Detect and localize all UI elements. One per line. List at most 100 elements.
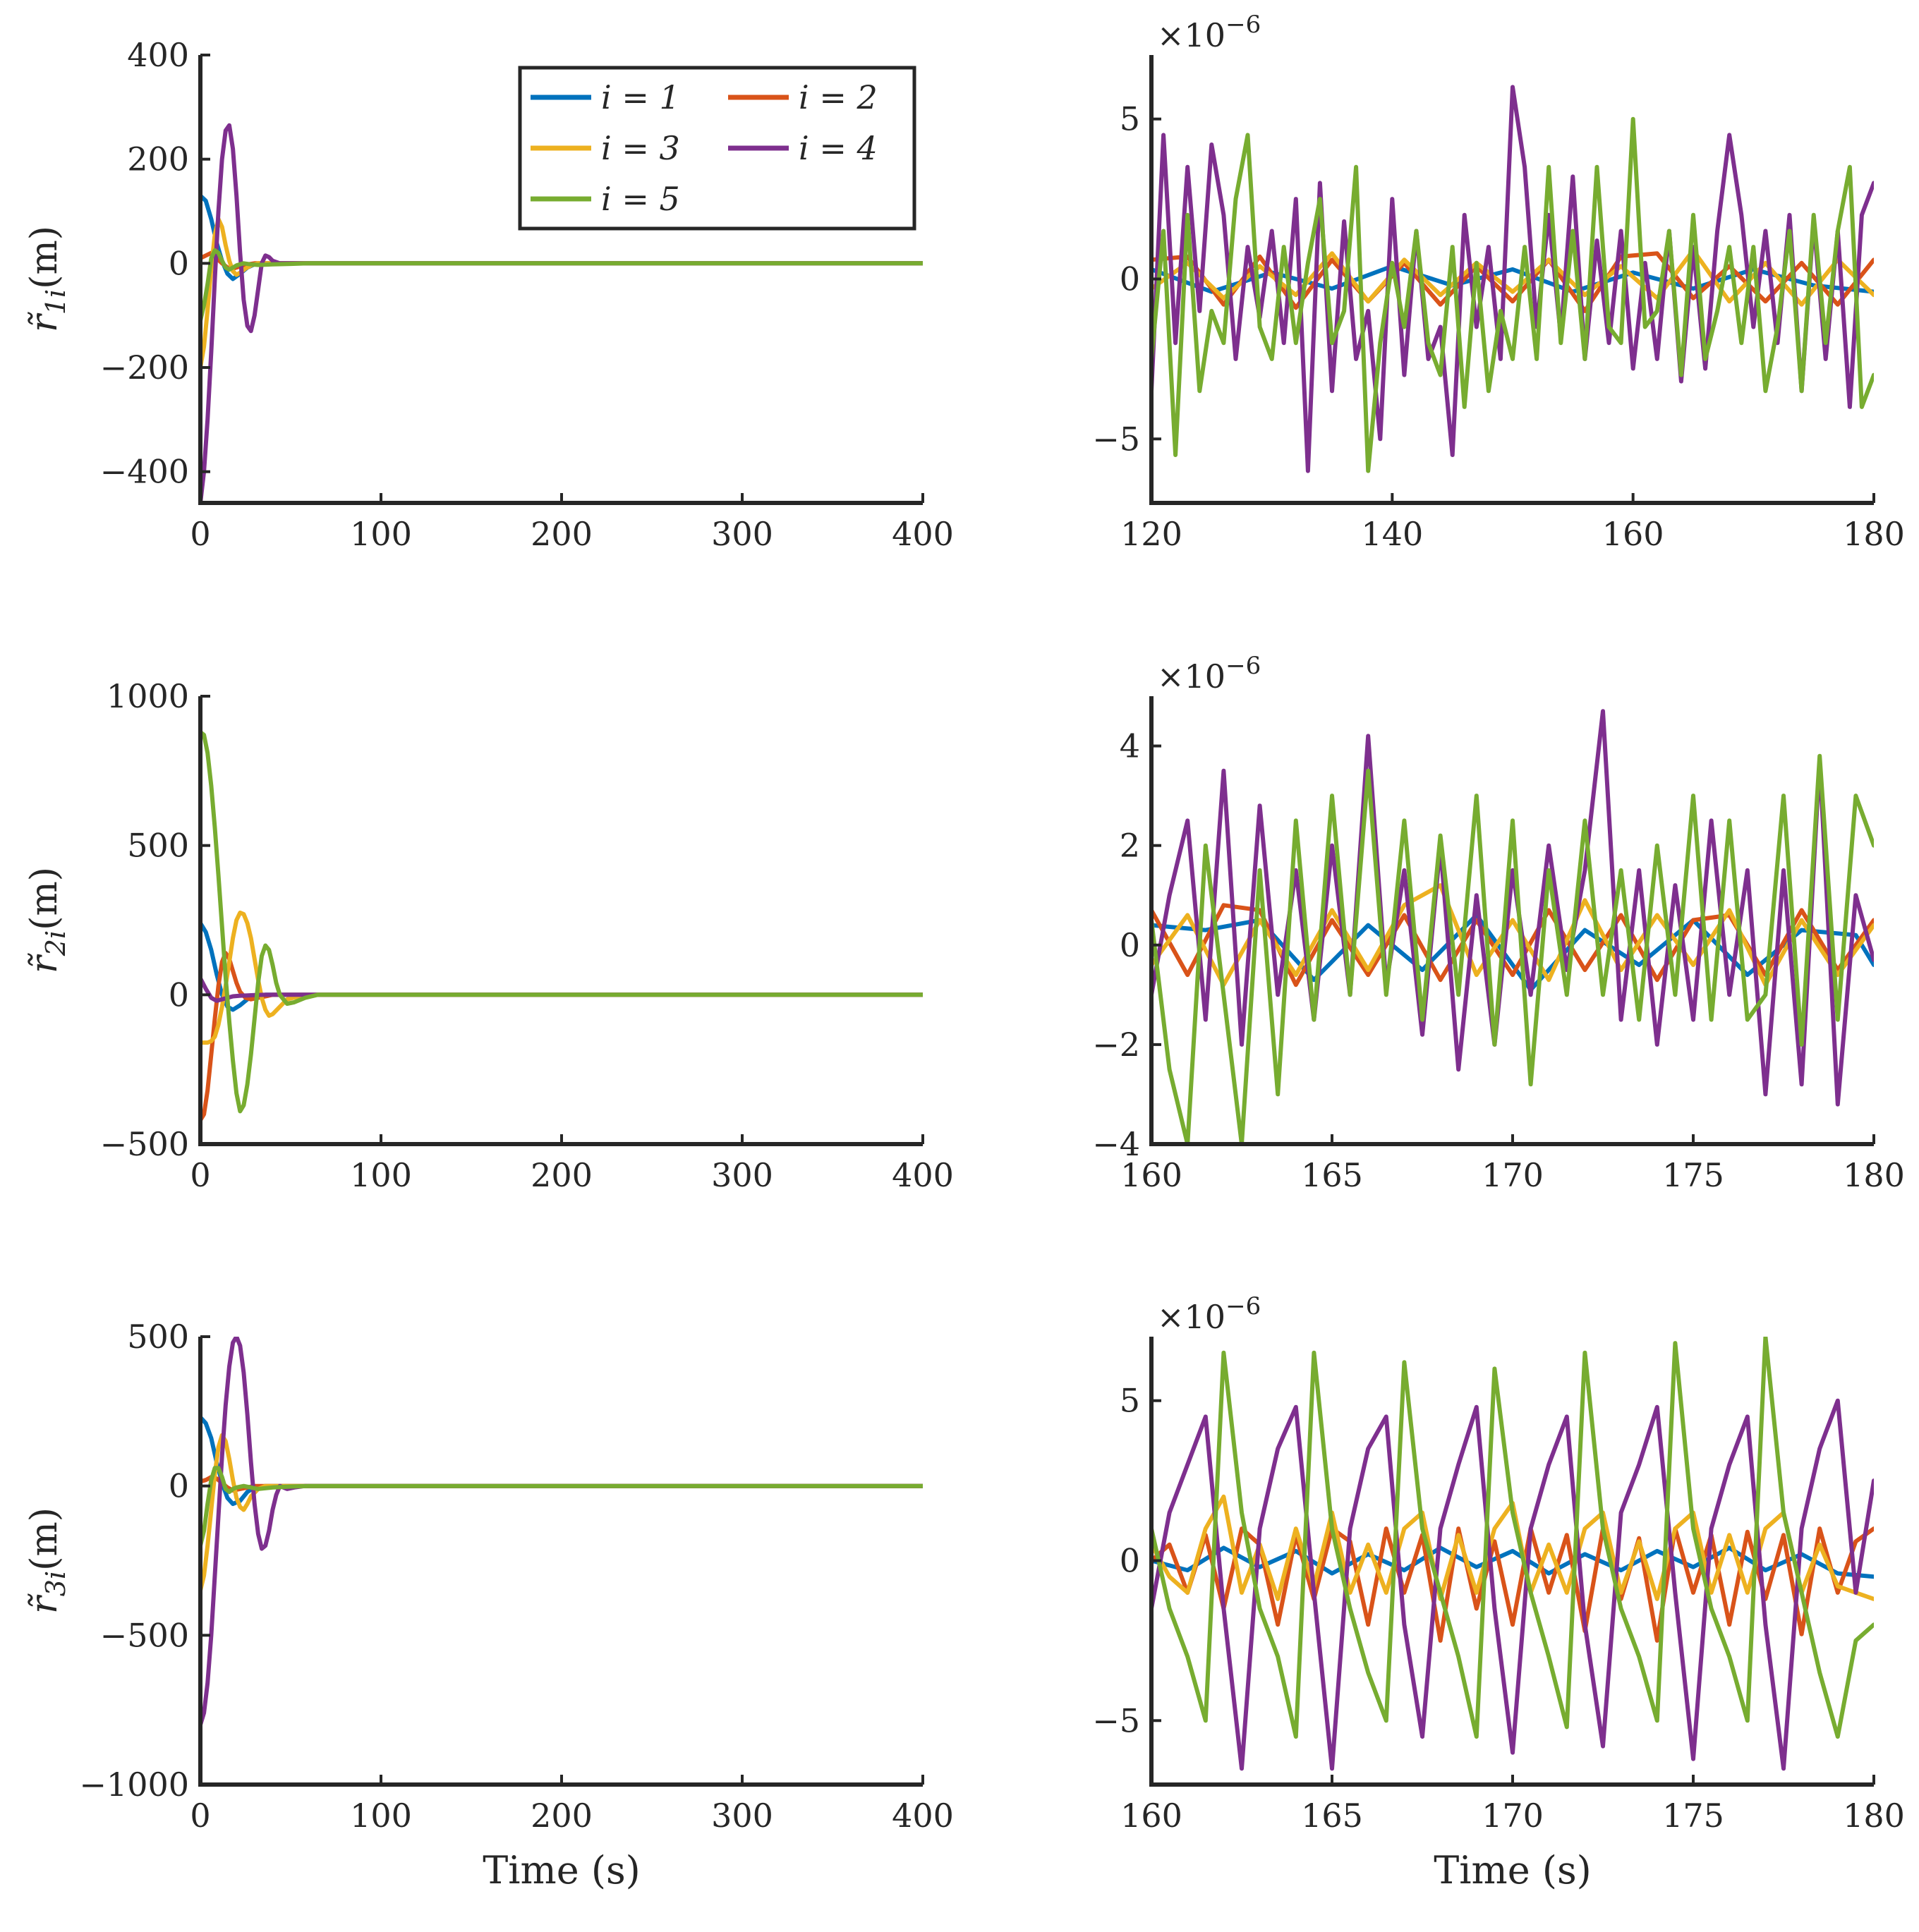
y-tick-label: −5 xyxy=(1092,420,1140,458)
series-line-i5 xyxy=(200,1466,923,1548)
y-tick-label: −500 xyxy=(100,1616,189,1654)
plot-p2: 120 140 160 180 −5 0 5 ×10−6 xyxy=(1092,11,1905,553)
y-tick-label: 0 xyxy=(169,244,189,282)
x-tick-label: 170 xyxy=(1482,1156,1544,1194)
y-tick-label: −500 xyxy=(100,1125,189,1163)
x-tick-label: 0 xyxy=(190,515,210,553)
y-label-tail: (m) xyxy=(23,226,66,289)
x-tick-label: 140 xyxy=(1361,515,1423,553)
x-tick-label: 200 xyxy=(531,515,593,553)
x-tick-label: 180 xyxy=(1843,1797,1905,1835)
legend-label: i = 5 xyxy=(601,180,680,218)
y-label-subscript: 3i xyxy=(40,1571,71,1596)
legend-label: i = 2 xyxy=(799,78,878,116)
x-tick-label: 400 xyxy=(892,515,954,553)
series-group xyxy=(1151,85,1874,473)
x-tick-label: 200 xyxy=(531,1797,593,1835)
x-tick-label: 120 xyxy=(1120,515,1182,553)
y-tick-label: 500 xyxy=(127,1318,189,1356)
series-line-i4 xyxy=(1151,85,1874,473)
y-tick-label: 0 xyxy=(1120,1542,1140,1580)
y-tick-label: 5 xyxy=(1120,1382,1140,1420)
axis-exponent: ×10−6 xyxy=(1157,1292,1261,1336)
legend-item-i5: i = 5 xyxy=(531,180,680,218)
series-group xyxy=(200,123,923,503)
y-tick-label: 1000 xyxy=(107,677,189,715)
y-tick-label: 0 xyxy=(1120,260,1140,298)
x-tick-label: 300 xyxy=(711,1797,773,1835)
exponent-base: ×10 xyxy=(1157,657,1225,695)
y-label-subscript: 1i xyxy=(40,289,71,315)
legend-label: i = 4 xyxy=(799,129,878,167)
x-tick-label: 200 xyxy=(531,1156,593,1194)
y-tick-label: −4 xyxy=(1092,1125,1140,1163)
y-axis-label: r̃2i(m) xyxy=(23,867,71,973)
y-tick-label: 400 xyxy=(127,36,189,74)
x-tick-label: 160 xyxy=(1120,1156,1182,1194)
x-tick-label: 0 xyxy=(190,1797,210,1835)
y-tick-label: 5 xyxy=(1120,100,1140,138)
y-tick-label: 200 xyxy=(127,140,189,178)
exponent-base: ×10 xyxy=(1157,16,1225,54)
x-axis-label: Time (s) xyxy=(1434,1848,1591,1892)
y-tick-label: −200 xyxy=(100,348,189,387)
x-tick-label: 400 xyxy=(892,1797,954,1835)
y-tick-label: 0 xyxy=(1120,926,1140,964)
x-tick-label: 100 xyxy=(350,515,412,553)
legend-item-i1: i = 1 xyxy=(531,78,680,116)
x-tick-label: 175 xyxy=(1662,1156,1724,1194)
legend-label: i = 3 xyxy=(601,129,680,167)
x-tick-label: 160 xyxy=(1602,515,1664,553)
y-tick-label: 2 xyxy=(1120,827,1140,865)
plot-p4: 160 165 170 175 180 −4 −2 0 2 4 ×10−6 xyxy=(1092,652,1905,1194)
legend-item-i2: i = 2 xyxy=(728,78,878,116)
x-tick-label: 0 xyxy=(190,1156,210,1194)
series-line-i5 xyxy=(1151,1337,1874,1739)
y-axis-label: r̃1i(m) xyxy=(23,226,71,332)
y-label-tail: (m) xyxy=(23,867,66,930)
series-group xyxy=(200,729,923,1123)
series-line-i4 xyxy=(1151,1398,1874,1771)
x-tick-label: 100 xyxy=(350,1156,412,1194)
legend-item-i4: i = 4 xyxy=(728,129,878,167)
y-tick-label: −2 xyxy=(1092,1026,1140,1064)
plot-p6: 160 165 170 175 180 −5 0 5 ×10−6 Time (s) xyxy=(1092,1292,1905,1892)
plot-p1: 0 100 200 300 400 −400 −200 0 200 400 r̃1i(m) xyxy=(23,36,954,553)
x-axis-label: Time (s) xyxy=(483,1848,640,1892)
legend-label: i = 1 xyxy=(601,78,680,116)
series-line-i5 xyxy=(200,248,923,323)
x-tick-label: 400 xyxy=(892,1156,954,1194)
y-tick-label: −400 xyxy=(100,453,189,491)
axis-exponent: ×10−6 xyxy=(1157,11,1261,54)
x-tick-label: 300 xyxy=(711,1156,773,1194)
series-line-i3 xyxy=(1151,248,1874,307)
exponent-power: −6 xyxy=(1225,652,1261,680)
x-tick-label: 180 xyxy=(1843,1156,1905,1194)
axis-exponent: ×10−6 xyxy=(1157,652,1261,695)
y-label-subscript: 2i xyxy=(40,930,71,956)
y-tick-label: 500 xyxy=(127,827,189,865)
series-line-i5 xyxy=(1151,753,1874,1144)
plot-p5: 0 100 200 300 400 −1000 −500 0 500 r̃3i(m) Time (s… xyxy=(23,1318,954,1892)
x-tick-label: 100 xyxy=(350,1797,412,1835)
y-axis-label: r̃3i(m) xyxy=(23,1507,71,1614)
y-label-main: r̃ xyxy=(23,1593,66,1614)
x-tick-label: 180 xyxy=(1843,515,1905,553)
series-group xyxy=(1151,709,1874,1144)
series-line-i3 xyxy=(200,910,923,1045)
y-label-tail: (m) xyxy=(23,1507,66,1571)
x-tick-label: 175 xyxy=(1662,1797,1724,1835)
series-line-i4 xyxy=(1151,709,1874,1107)
x-tick-label: 165 xyxy=(1301,1797,1363,1835)
exponent-power: −6 xyxy=(1225,1292,1261,1320)
y-label-main: r̃ xyxy=(23,953,66,973)
series-group xyxy=(200,1337,923,1727)
series-line-i5 xyxy=(1151,116,1874,473)
exponent-power: −6 xyxy=(1225,11,1261,39)
y-tick-label: 0 xyxy=(169,1467,189,1505)
y-tick-label: 0 xyxy=(169,976,189,1014)
y-tick-label: −1000 xyxy=(79,1766,189,1804)
y-tick-label: 4 xyxy=(1120,727,1140,765)
